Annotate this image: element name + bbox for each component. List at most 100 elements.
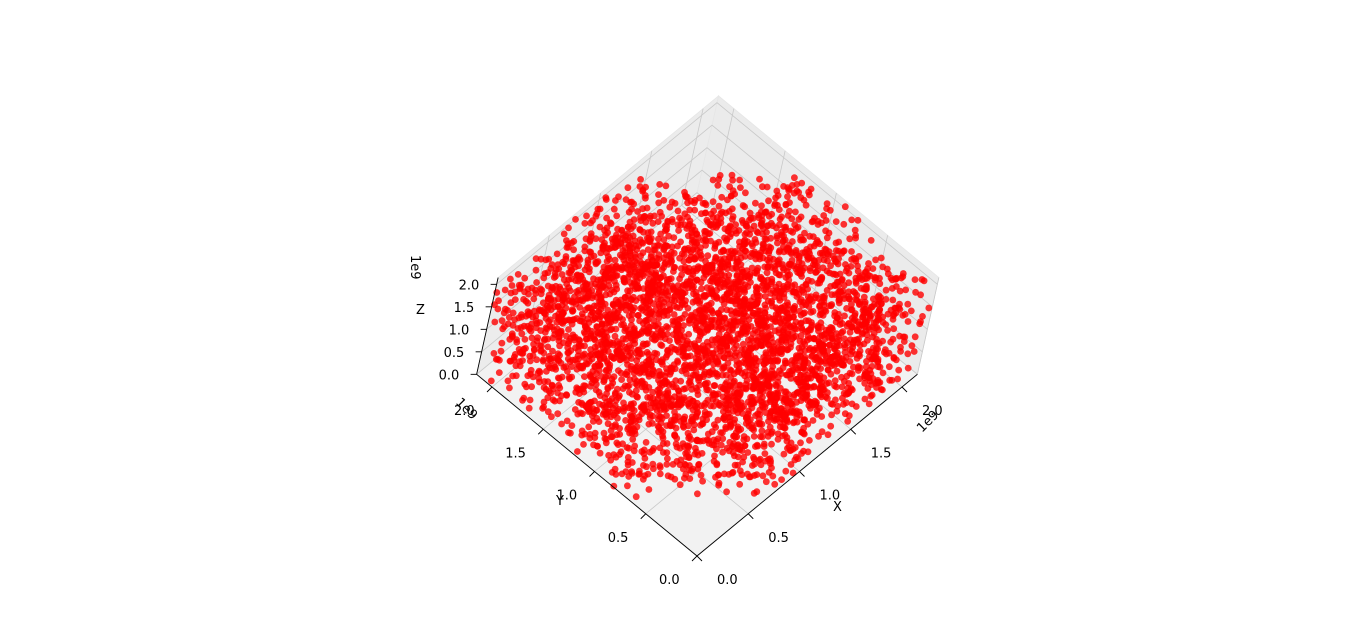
data-point <box>624 266 632 274</box>
data-point <box>568 363 575 370</box>
data-point <box>827 302 835 310</box>
data-point <box>849 343 857 351</box>
y-tick <box>486 386 493 393</box>
data-point <box>703 338 711 346</box>
data-point <box>507 275 514 283</box>
data-point <box>831 270 839 278</box>
data-point <box>854 216 862 224</box>
data-point <box>691 254 698 262</box>
data-point <box>704 430 712 438</box>
data-point <box>759 472 767 480</box>
y-tick-label: 0.5 <box>608 531 629 546</box>
data-point <box>867 312 875 319</box>
data-point <box>772 415 780 423</box>
data-point <box>761 263 769 271</box>
data-point <box>602 367 610 375</box>
data-point <box>592 260 600 268</box>
data-point <box>856 300 863 308</box>
data-point <box>862 305 869 313</box>
data-point <box>867 392 875 400</box>
data-point <box>637 176 644 183</box>
data-point <box>668 282 676 290</box>
data-point <box>696 194 703 202</box>
data-point <box>727 382 734 390</box>
data-point <box>801 229 808 237</box>
data-point <box>519 357 526 364</box>
data-point <box>737 184 744 192</box>
data-point <box>495 369 503 376</box>
data-point <box>780 413 788 421</box>
data-point <box>568 422 576 429</box>
data-point <box>721 416 729 424</box>
data-point <box>803 246 811 253</box>
data-point <box>733 297 741 304</box>
data-point <box>896 300 903 308</box>
data-point <box>827 331 835 339</box>
data-point <box>859 272 866 279</box>
data-point <box>541 335 549 343</box>
data-point <box>605 452 612 459</box>
data-point <box>643 348 651 356</box>
data-point <box>698 354 705 362</box>
data-point <box>750 433 758 440</box>
data-point <box>767 345 774 353</box>
data-point <box>649 460 657 468</box>
data-point <box>734 309 741 317</box>
data-point <box>718 296 726 304</box>
data-point <box>720 364 728 372</box>
data-point <box>597 350 605 357</box>
data-point <box>752 239 760 246</box>
data-point <box>521 380 529 388</box>
data-point <box>713 358 720 365</box>
data-point <box>792 318 800 326</box>
data-point <box>893 283 900 290</box>
data-point <box>684 353 692 360</box>
data-point <box>784 193 791 201</box>
data-point <box>604 306 612 314</box>
data-point <box>531 345 538 353</box>
data-point <box>564 368 571 375</box>
data-point <box>835 255 842 263</box>
data-point <box>628 355 635 362</box>
data-point <box>690 265 698 273</box>
data-point <box>739 326 747 333</box>
data-point <box>781 224 788 231</box>
data-point <box>767 219 775 227</box>
data-point <box>866 377 874 385</box>
data-point <box>540 356 547 364</box>
data-point <box>846 329 854 336</box>
data-point <box>541 378 548 385</box>
data-point <box>624 383 632 390</box>
data-point <box>662 182 670 190</box>
data-point <box>807 264 814 272</box>
data-point <box>786 261 793 268</box>
data-point <box>657 230 664 238</box>
data-point <box>884 270 892 278</box>
data-point <box>565 349 572 357</box>
data-point <box>767 323 774 331</box>
data-point <box>677 377 685 385</box>
data-point <box>835 333 842 340</box>
data-point <box>757 461 765 469</box>
data-point <box>745 363 752 370</box>
data-point <box>600 336 608 344</box>
data-point <box>771 480 779 488</box>
data-point <box>565 224 572 232</box>
data-point <box>585 423 593 431</box>
data-point <box>674 337 681 344</box>
data-point <box>748 335 755 342</box>
data-point <box>780 450 788 458</box>
data-point <box>852 232 859 239</box>
data-point <box>570 238 578 245</box>
data-point <box>639 361 647 369</box>
data-point <box>675 391 683 399</box>
data-point <box>845 269 853 277</box>
data-point <box>663 399 671 406</box>
data-point <box>797 296 805 304</box>
data-point <box>656 385 663 392</box>
data-point <box>715 310 722 317</box>
data-point <box>879 369 887 377</box>
data-point <box>815 352 822 360</box>
data-point <box>643 204 651 212</box>
data-point <box>754 379 762 387</box>
